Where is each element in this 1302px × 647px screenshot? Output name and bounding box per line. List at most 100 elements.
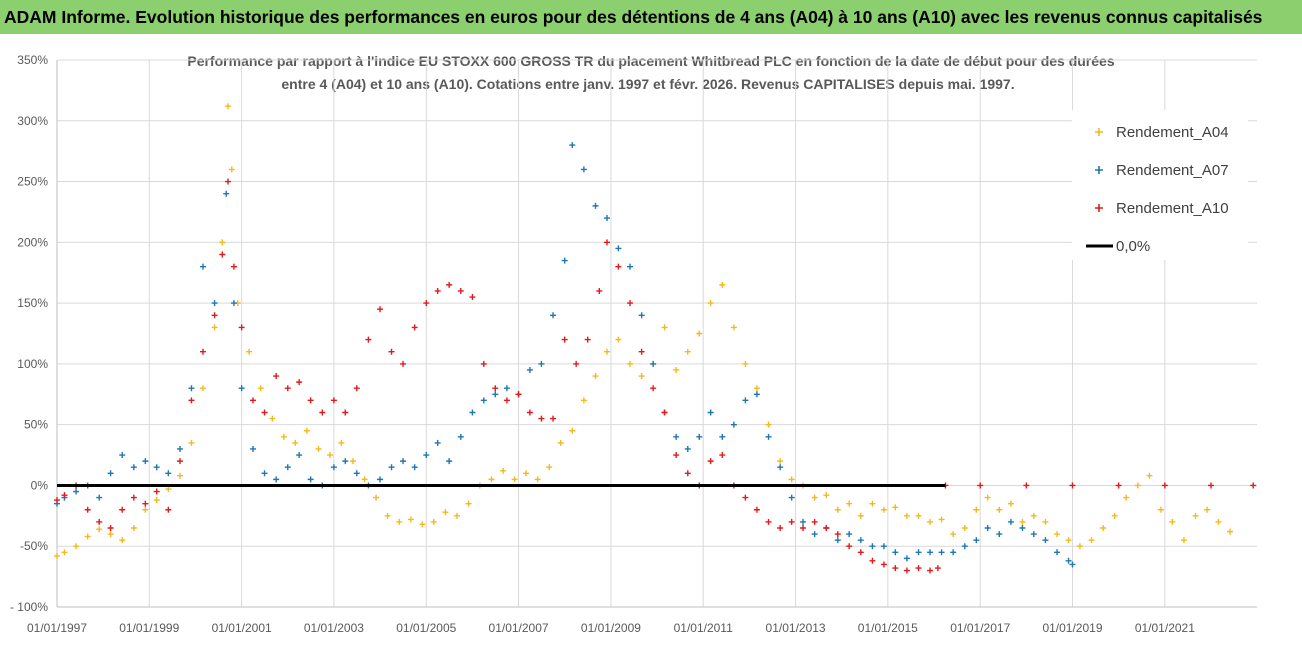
series-rendement-a04-point (211, 324, 218, 331)
series-rendement-a07-point (550, 312, 557, 319)
series-rendement-a07-point (811, 531, 818, 538)
series-rendement-a10-point (342, 409, 349, 416)
series-rendement-a07-point (199, 263, 206, 270)
x-tick-label: 01/01/2005 (396, 621, 456, 635)
series-rendement-a07-point (526, 366, 533, 373)
series-rendement-a04-point (996, 506, 1003, 513)
series-rendement-a07-point (423, 452, 430, 459)
series-rendement-a10-point (538, 415, 545, 422)
series-rendement-a10-point (823, 524, 830, 531)
series-rendement-a10-point (219, 251, 226, 258)
series-rendement-a07-point (857, 537, 864, 544)
series-rendement-a10-point (707, 458, 714, 465)
series-rendement-a10-point (365, 336, 372, 343)
series-rendement-a04-point (1204, 506, 1211, 513)
series-rendement-a10-point (296, 379, 303, 386)
series-rendement-a04-point (96, 526, 103, 533)
chart-legend: Rendement_A04 Rendement_A07 Rendement_A10 0… (1072, 110, 1248, 260)
series-rendement-a10-point (211, 312, 218, 319)
series-rendement-a07-point (869, 543, 876, 550)
series-rendement-a10-point (330, 397, 337, 404)
series-rendement-a07-point (753, 391, 760, 398)
legend-label: Rendement_A10 (1116, 200, 1229, 217)
series-rendement-a10-point (1208, 482, 1214, 489)
series-rendement-a04-point (857, 512, 864, 519)
series-rendement-a10-point (800, 524, 807, 531)
series-rendement-a07-point (846, 531, 853, 538)
series-rendement-a07-point (696, 433, 703, 440)
series-rendement-a04-point (130, 524, 137, 531)
series-rendement-a04-point (219, 239, 226, 246)
series-rendement-a04-point (488, 476, 495, 483)
series-rendement-a10-point (250, 397, 257, 404)
series-rendement-a04-point (892, 504, 899, 511)
series-rendement-a04-point (224, 103, 231, 110)
report-banner-title: ADAM Informe. Evolution historique des p… (0, 0, 1302, 34)
series-rendement-a10-point (153, 488, 160, 495)
series-rendement-a10-point (434, 287, 441, 294)
series-rendement-a04-point (326, 452, 333, 459)
y-tick-label: 250% (17, 175, 48, 189)
series-rendement-a04-point (257, 385, 264, 392)
series-rendement-a07-point (411, 464, 418, 471)
series-rendement-a10-point (880, 561, 887, 568)
series-rendement-a04-point (823, 492, 830, 499)
series-rendement-a07-point (742, 397, 749, 404)
series-rendement-a07-point (377, 476, 384, 483)
series-rendement-a07-point (223, 190, 230, 197)
series-rendement-a07-point (673, 433, 680, 440)
series-rendement-a04-point (1146, 472, 1153, 479)
x-tick-label: 01/01/2021 (1135, 621, 1195, 635)
chart-axes: 350% 300% 250% 200% 150% 100% 50% 0% -50% - 100% 0… (10, 53, 1257, 635)
series-rendement-a07-point (800, 518, 807, 525)
series-rendement-a04-point (661, 324, 668, 331)
series-rendement-a07-point (973, 537, 980, 544)
series-rendement-a10-point (977, 482, 984, 489)
series-rendement-a07-point (927, 549, 934, 556)
series-rendement-a07-point (903, 555, 910, 562)
series-rendement-a10-point (892, 565, 899, 572)
x-tick-label: 01/01/2007 (489, 621, 549, 635)
series-rendement-a04-point (811, 494, 818, 501)
series-rendement-a10-point (684, 470, 691, 477)
series-rendement-a07-point (446, 458, 453, 465)
series-rendement-a10-point (915, 565, 922, 572)
series-rendement-a10-point (857, 549, 864, 556)
series-rendement-a10-point (661, 409, 668, 416)
series-rendement-a10-point (834, 531, 841, 538)
series-rendement-a10-point (142, 500, 149, 507)
series-rendement-a10-point (165, 506, 172, 513)
series-rendement-a04-point (1100, 524, 1107, 531)
series-rendement-a04-point (1088, 537, 1095, 544)
legend-swatch-marker (1095, 128, 1103, 136)
series-rendement-a07-point (961, 543, 968, 550)
series-rendement-a07-point (719, 433, 726, 440)
series-rendement-a10-point (411, 324, 418, 331)
series-rendement-a04-point (742, 360, 749, 367)
series-rendement-a04-point (384, 512, 391, 519)
x-tick-label: 01/01/1999 (119, 621, 179, 635)
y-tick-label: -50% (20, 539, 48, 553)
series-rendement-a07-point (353, 470, 360, 477)
series-rendement-a04-point (1054, 531, 1061, 538)
series-rendement-a10-point (596, 287, 603, 294)
series-rendement-a04-point (961, 524, 968, 531)
series-rendement-a04-point (1215, 518, 1222, 525)
series-rendement-a04-point (292, 439, 299, 446)
series-rendement-a07-point (307, 476, 314, 483)
series-rendement-a07-point (777, 464, 784, 471)
x-tick-label: 01/01/2003 (304, 621, 364, 635)
series-rendement-a04-point (719, 281, 726, 288)
series-rendement-a10-point (777, 524, 784, 531)
x-tick-label: 01/01/1997 (27, 621, 87, 635)
series-rendement-a07-point (388, 464, 395, 471)
series-rendement-a10-point (492, 385, 499, 392)
series-rendement-a10-point (1250, 482, 1257, 489)
series-rendement-a04-point (915, 512, 922, 519)
series-rendement-a07-point (142, 458, 149, 465)
series-rendement-a04-point (1042, 518, 1049, 525)
series-rendement-a04-point (846, 500, 853, 507)
series-rendement-a10-point (230, 263, 237, 270)
series-rendement-a04-point (1123, 494, 1130, 501)
series-rendement-a04-point (511, 476, 518, 483)
